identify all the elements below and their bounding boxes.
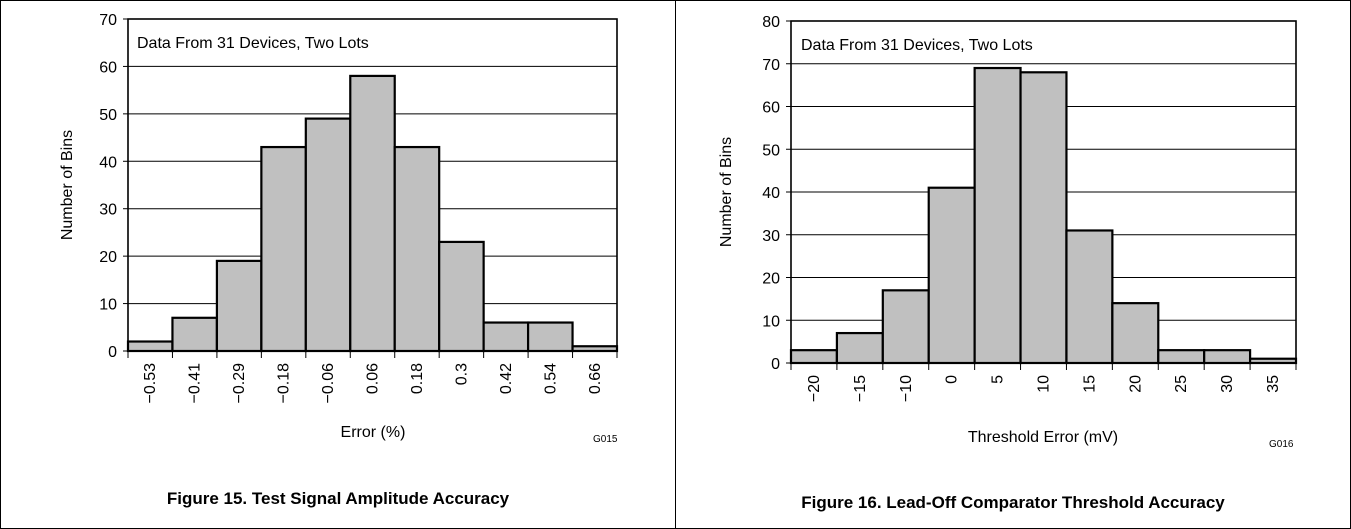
graph-id: G016 [1269, 439, 1294, 450]
x-tick-label: −0.29 [231, 363, 248, 404]
y-tick-label: 20 [99, 249, 117, 266]
x-tick-label: −15 [852, 375, 869, 402]
histogram-bar [482, 321, 530, 353]
y-tick-label: 40 [99, 154, 117, 171]
chart-figure-16: 0 10 20 30 40 50 60 70 80 −20 −15 −10 0 5 10 15 20 25 30 35… [718, 14, 1298, 450]
x-tick-label: 5 [990, 375, 1007, 384]
x-tick-label: 0.06 [365, 363, 382, 394]
histogram-bar [1111, 302, 1160, 365]
y-tick-label: 70 [99, 12, 117, 29]
x-tick-label: −0.41 [187, 363, 204, 404]
x-axis-title: Error (%) [341, 424, 406, 441]
data-annotation: Data From 31 Devices, Two Lots [137, 35, 369, 52]
y-tick-label: 60 [762, 100, 780, 117]
x-tick-label: 0 [944, 375, 961, 384]
chart-figure-15: 0 10 20 30 40 50 60 70 −0.53 −0.41 −0.29 −0.18 −0.06… [59, 12, 619, 445]
histogram-bar [215, 259, 263, 353]
graph-id: G015 [593, 434, 618, 445]
y-tick-label: 10 [99, 297, 117, 314]
y-tick-label: 60 [99, 59, 117, 76]
histogram-bar [1203, 349, 1252, 365]
y-axis-title: Number of Bins [59, 130, 76, 240]
x-tick-label: 25 [1173, 375, 1190, 393]
x-tick-label: 0.66 [587, 363, 604, 394]
x-tick-label: 0.42 [498, 363, 515, 394]
histogram-bar [1019, 71, 1068, 365]
histogram-bar [260, 145, 307, 353]
histogram-bar [789, 349, 839, 365]
histogram-bar [1065, 229, 1114, 365]
y-tick-label: 50 [99, 107, 117, 124]
data-annotation: Data From 31 Devices, Two Lots [801, 37, 1033, 54]
y-axis-title: Number of Bins [718, 137, 735, 247]
y-tick-label: 40 [762, 185, 780, 202]
figure-caption: Figure 15. Test Signal Amplitude Accurac… [166, 489, 510, 508]
y-tick-label: 10 [762, 313, 780, 330]
y-tick-label: 0 [771, 356, 780, 373]
y-tick-label: 70 [762, 57, 780, 74]
figure-panel-right: 0 10 20 30 40 50 60 70 80 −20 −15 −10 0 5 10 15 20 25 30 35… [675, 0, 1351, 529]
x-tick-label: −0.53 [142, 363, 159, 404]
x-tick-label: −0.18 [276, 363, 293, 404]
histogram-bar [304, 117, 352, 353]
histogram-bar [835, 331, 884, 365]
x-tick-label: 15 [1081, 375, 1098, 393]
x-axis-title: Threshold Error (mV) [968, 429, 1118, 446]
histogram-bar [126, 340, 174, 353]
x-tick-label: 35 [1265, 375, 1282, 393]
x-tick-label: −20 [806, 375, 823, 402]
histogram-bar [927, 186, 976, 365]
x-tick-label: 30 [1219, 375, 1236, 393]
y-tick-label: 30 [99, 202, 117, 219]
y-tick-label: 50 [762, 142, 780, 159]
x-tick-label: 0.3 [453, 363, 470, 385]
x-tick-label: −10 [898, 375, 915, 402]
histogram-bar [171, 316, 219, 353]
y-tick-label: 20 [762, 271, 780, 288]
histogram-bar [1157, 349, 1206, 365]
plot-frame [127, 18, 618, 352]
figure-caption: Figure 16. Lead-Off Comparator Threshold… [801, 493, 1225, 512]
x-tick-label: 0.54 [542, 363, 559, 394]
x-tick-label: 0.18 [409, 363, 426, 394]
histogram-bar [349, 74, 396, 353]
histogram-bar [881, 289, 930, 365]
histogram-bar [973, 66, 1022, 365]
histogram-bar [526, 321, 574, 353]
y-tick-label: 0 [108, 344, 117, 361]
histogram-bar [438, 240, 485, 353]
y-tick-label: 80 [762, 14, 780, 31]
histogram-bar [393, 145, 441, 353]
figure-panel-left: 0 10 20 30 40 50 60 70 −0.53 −0.41 −0.29 −0.18 −0.06… [0, 0, 676, 529]
x-tick-label: 20 [1127, 375, 1144, 393]
x-tick-label: −0.06 [320, 363, 337, 404]
x-tick-label: 10 [1036, 375, 1053, 393]
y-tick-label: 30 [762, 228, 780, 245]
